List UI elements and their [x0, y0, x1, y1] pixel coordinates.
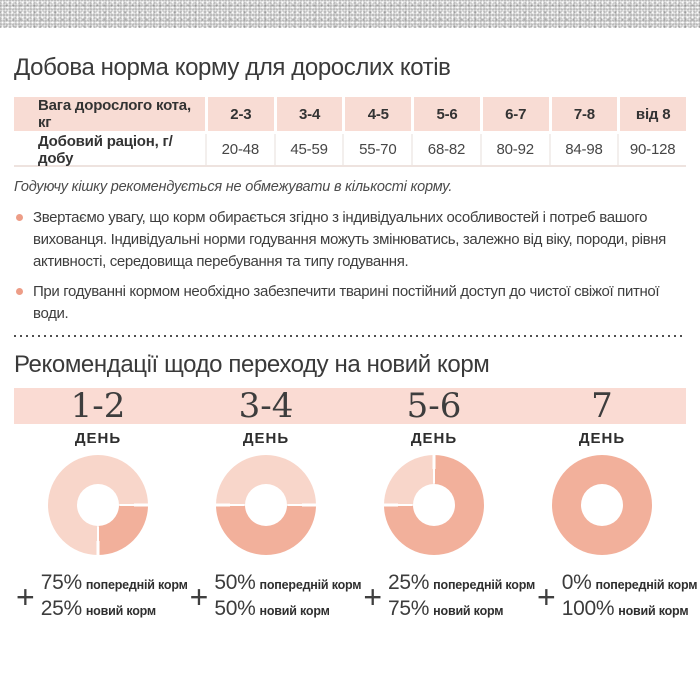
plus-sign: + — [363, 579, 383, 615]
mix-legend-days-5-6: + 25% попередній корм 75% новий корм — [361, 571, 535, 623]
bullet-dot-icon — [16, 214, 23, 221]
section1-title: Добова норма корму для дорослих котів — [14, 54, 451, 81]
day-label: ДЕНЬ — [74, 430, 122, 447]
table-header-label: Вага дорослого кота, кг — [14, 97, 205, 131]
prev-food-label: попередній корм — [85, 578, 188, 592]
days-banner: 1-2 3-4 5-6 7 — [14, 388, 686, 424]
feeding-table: Вага дорослого кота, кг 2-3 3-4 4-5 5-6 … — [14, 97, 686, 167]
day-range: 7 — [591, 386, 613, 426]
table-value-cell: 80-92 — [479, 134, 549, 165]
prev-food-pct: 25% — [388, 571, 430, 594]
donut-hole — [245, 484, 287, 526]
new-food-pct: 75% — [388, 597, 430, 620]
donut-hole — [413, 484, 455, 526]
top-texture-band — [0, 0, 700, 28]
table-value-cell: 55-70 — [342, 134, 412, 165]
day-label: ДЕНЬ — [242, 430, 290, 447]
day-range: 3-4 — [238, 386, 294, 426]
dotted-divider — [14, 335, 686, 337]
donut-chart-days-1-2 — [48, 455, 148, 555]
bullet-text: Звертаємо увагу, що корм обирається згід… — [33, 209, 666, 270]
prev-food-label: попередній корм — [433, 578, 536, 592]
prev-food-pct: 75% — [40, 571, 82, 594]
plus-sign: + — [189, 579, 209, 615]
donut-hole — [581, 484, 623, 526]
table-header-cell: 4-5 — [342, 97, 412, 131]
nursing-cat-note: Годуючу кішку рекомендується не обмежува… — [14, 179, 453, 195]
day-range: 1-2 — [70, 386, 126, 426]
mix-legend-days-1-2: + 75% попередній корм 25% новий корм — [14, 571, 188, 623]
plus-sign: + — [16, 579, 35, 615]
day-label: ДЕНЬ — [578, 430, 626, 447]
table-value-cell: 45-59 — [273, 134, 343, 165]
table-value-cell: 20-48 — [205, 134, 274, 165]
table-header-cell: 6-7 — [479, 97, 549, 131]
donut-chart-days-5-6 — [384, 455, 484, 555]
table-value-label: Добовий раціон, г/добу — [14, 133, 205, 167]
new-food-label: новий корм — [618, 604, 689, 618]
table-header-cell: 5-6 — [411, 97, 480, 131]
day-label: ДЕНЬ — [410, 430, 458, 447]
prev-food-label: попередній корм — [595, 578, 698, 592]
list-item: При годуванні кормом необхідно забезпечи… — [14, 281, 686, 325]
new-food-label: новий корм — [433, 604, 504, 618]
bullet-dot-icon — [16, 288, 23, 295]
day-label-row: ДЕНЬ ДЕНЬ ДЕНЬ ДЕНЬ — [14, 430, 686, 447]
prev-food-pct: 50% — [214, 571, 256, 594]
table-header-cell: 2-3 — [205, 97, 274, 131]
day-range: 5-6 — [406, 386, 462, 426]
table-header-cell: від 8 — [617, 97, 686, 131]
table-header-cell: 3-4 — [273, 97, 343, 131]
mix-legend-days-3-4: + 50% попередній корм 50% новий корм — [188, 571, 362, 623]
bullet-text: При годуванні кормом необхідно забезпечи… — [33, 283, 660, 322]
table-value-cell: 68-82 — [411, 134, 480, 165]
donut-chart-row — [14, 455, 686, 555]
table-value-cell: 84-98 — [548, 134, 618, 165]
table-header-cell: 7-8 — [548, 97, 618, 131]
donut-chart-days-3-4 — [216, 455, 316, 555]
notes-list: Звертаємо увагу, що корм обирається згід… — [14, 207, 686, 325]
new-food-pct: 25% — [40, 597, 82, 620]
new-food-pct: 50% — [214, 597, 256, 620]
donut-hole — [77, 484, 119, 526]
legend-row: + 75% попередній корм 25% новий корм + 50%… — [14, 571, 698, 623]
new-food-pct: 100% — [561, 597, 615, 620]
mix-legend-day-7: + 0% попередній корм 100% новий корм — [535, 571, 697, 623]
page-body: Добова норма корму для дорослих котів Ва… — [0, 54, 700, 623]
new-food-label: новий корм — [259, 604, 330, 618]
plus-sign: + — [537, 579, 556, 615]
donut-chart-day-7 — [552, 455, 652, 555]
table-row-weight: Вага дорослого кота, кг 2-3 3-4 4-5 5-6 … — [14, 97, 686, 131]
prev-food-label: попередній корм — [259, 578, 362, 592]
list-item: Звертаємо увагу, що корм обирається згід… — [14, 207, 686, 273]
table-value-cell: 90-128 — [617, 134, 686, 165]
section2-title: Рекомендації щодо переходу на новий корм — [14, 351, 490, 378]
table-row-ration: Добовий раціон, г/добу 20-48 45-59 55-70… — [14, 133, 686, 167]
new-food-label: новий корм — [85, 604, 156, 618]
prev-food-pct: 0% — [561, 571, 592, 594]
